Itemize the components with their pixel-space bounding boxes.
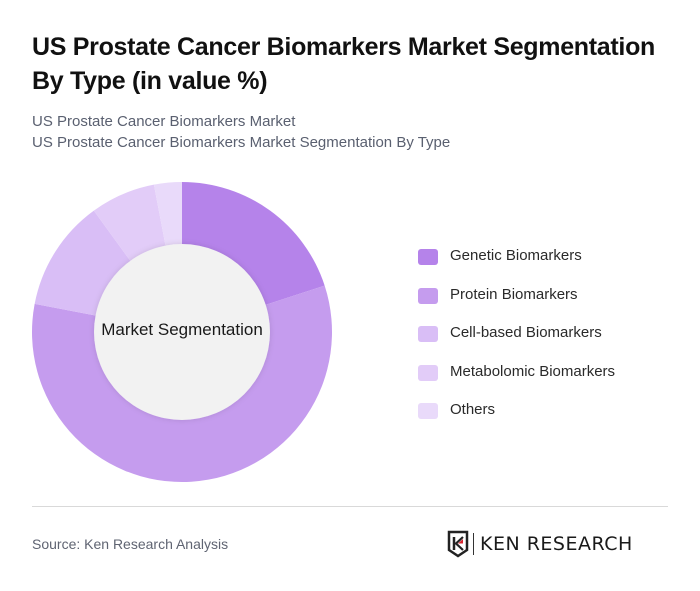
- legend-swatch-metabolomic: [418, 364, 438, 381]
- legend-swatch-others: [418, 403, 438, 419]
- logo-text: KEN RESEARCH: [480, 533, 633, 555]
- ken-research-logo: KEN RESEARCH: [447, 530, 633, 558]
- source-note: Source: Ken Research Analysis: [32, 536, 229, 552]
- footer-divider: [32, 506, 668, 507]
- chart-subtitle-market: US Prostate Cancer Biomarkers Market: [32, 113, 296, 130]
- chart-legend: Genetic Biomarkers Protein Biomarkers Ce…: [418, 245, 615, 438]
- legend-label-metabolomic: Metabolomic Biomarkers: [450, 362, 616, 380]
- donut-center: [94, 244, 270, 420]
- logo-separator: [473, 533, 474, 555]
- chart-subtitle-segmentation: US Prostate Cancer Biomarkers Market Seg…: [32, 134, 451, 151]
- legend-label-protein: Protein Biomarkers: [450, 285, 578, 303]
- legend-swatch-protein: [418, 287, 438, 304]
- legend-item-metabolomic[interactable]: Metabolomic Biomarkers: [418, 361, 615, 400]
- legend-item-genetic[interactable]: Genetic Biomarkers: [418, 245, 615, 284]
- legend-item-cell-based[interactable]: Cell-based Biomarkers: [418, 322, 615, 361]
- legend-swatch-cell-based: [418, 326, 438, 342]
- legend-label-genetic: Genetic Biomarkers: [450, 247, 582, 264]
- legend-label-cell-based: Cell-based Biomarkers: [450, 324, 602, 341]
- legend-label-others: Others: [450, 401, 496, 418]
- chart-title: US Prostate Cancer Biomarkers Market Seg…: [32, 33, 656, 95]
- ken-research-shield-icon: [447, 530, 469, 558]
- donut-chart: [32, 182, 333, 482]
- legend-item-others[interactable]: Others: [418, 399, 615, 438]
- donut-center-label: Market Segmentation: [101, 320, 263, 339]
- legend-item-protein[interactable]: Protein Biomarkers: [418, 284, 615, 323]
- legend-swatch-genetic: [418, 249, 438, 265]
